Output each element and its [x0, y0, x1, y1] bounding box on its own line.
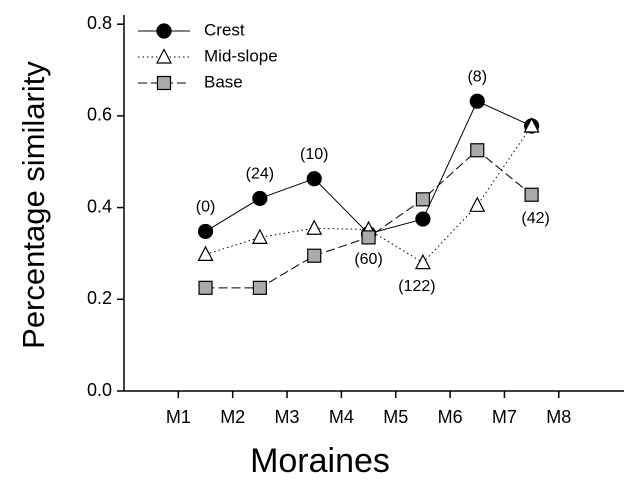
data-point — [414, 253, 431, 270]
x-tick-label: M1 — [166, 407, 191, 427]
data-point — [415, 211, 431, 227]
data-point — [470, 143, 485, 158]
annotation: (8) — [467, 68, 487, 85]
data-point — [197, 223, 214, 240]
data-point — [361, 230, 376, 245]
x-tick-label: M3 — [275, 407, 300, 427]
legend-label: Crest — [204, 20, 245, 39]
y-tick-label: 0.0 — [87, 380, 112, 400]
x-tick-label: M2 — [220, 407, 245, 427]
data-point — [469, 196, 486, 212]
legend-marker — [156, 48, 172, 64]
y-axis-label: Percentage similarity — [16, 61, 51, 349]
data-point — [524, 187, 539, 202]
y-tick-label: 0.2 — [87, 288, 112, 308]
legend-label: Mid-slope — [204, 46, 278, 65]
x-tick-label: M4 — [329, 407, 354, 427]
annotation: (10) — [300, 146, 328, 163]
data-point — [252, 190, 268, 207]
y-tick-label: 0.4 — [87, 196, 112, 216]
legend-marker — [156, 23, 172, 39]
data-point — [306, 171, 322, 187]
data-point — [306, 219, 323, 235]
data-point — [523, 117, 540, 133]
x-tick-label: M7 — [492, 407, 517, 427]
data-point — [469, 93, 485, 109]
annotation: (122) — [398, 278, 435, 295]
data-point — [198, 280, 213, 295]
legend-marker — [156, 75, 172, 91]
x-tick-label: M5 — [383, 407, 408, 427]
annotation: (60) — [354, 251, 382, 268]
y-tick-label: 0.6 — [87, 105, 112, 125]
x-axis-label: Moraines — [250, 442, 390, 480]
data-point — [307, 248, 322, 263]
annotation: (24) — [246, 166, 274, 183]
data-point — [415, 192, 431, 207]
legend-label: Base — [204, 72, 243, 91]
data-point — [252, 280, 267, 295]
annotation: (0) — [196, 199, 216, 216]
data-point — [251, 228, 268, 244]
y-tick-label: 0.8 — [87, 13, 112, 33]
x-tick-label: M8 — [546, 407, 571, 427]
annotation: (42) — [521, 210, 549, 227]
x-tick-label: M6 — [438, 407, 463, 427]
data-point — [197, 245, 214, 261]
